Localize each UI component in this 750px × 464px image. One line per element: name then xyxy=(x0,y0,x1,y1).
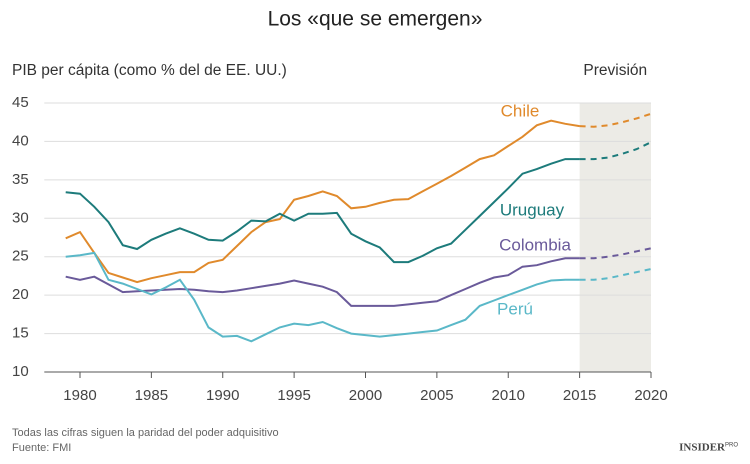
series-line-forecast xyxy=(579,112,652,128)
brand-tag: PRO xyxy=(725,443,738,449)
x-tick-label: 1985 xyxy=(135,387,168,404)
x-tick-label: 2015 xyxy=(563,387,596,404)
x-tick-label: 2020 xyxy=(634,387,667,404)
y-axis-label: PIB per cápita (como % del de EE. UU.) xyxy=(12,62,287,79)
x-tick-label: 2005 xyxy=(420,387,453,404)
series-label: Colombia xyxy=(499,235,571,254)
series-label: Chile xyxy=(501,101,540,120)
series-label: Perú xyxy=(497,299,533,318)
series-label: Uruguay xyxy=(500,200,565,219)
series-line-solid xyxy=(65,119,580,284)
forecast-label: Previsión xyxy=(583,62,647,79)
series-line-solid xyxy=(65,257,580,307)
x-tick-label: 2010 xyxy=(492,387,525,404)
y-tick-label: 45 xyxy=(12,94,29,111)
y-tick-label: 35 xyxy=(12,171,29,188)
x-tick-label: 1995 xyxy=(277,387,310,404)
y-tick-label: 25 xyxy=(12,248,29,265)
x-tick-label: 1980 xyxy=(63,387,96,404)
y-tick-label: 15 xyxy=(12,325,29,342)
series-line-solid xyxy=(65,251,580,343)
y-tick-label: 40 xyxy=(12,132,29,149)
series-line-solid xyxy=(65,158,580,264)
y-tick-label: 10 xyxy=(12,363,29,380)
y-tick-label: 20 xyxy=(12,286,29,303)
series-line-forecast xyxy=(579,141,652,161)
y-tick-label: 30 xyxy=(12,209,29,226)
chart-title: Los «que se emergen» xyxy=(268,8,483,31)
note: Todas las cifras siguen la paridad del p… xyxy=(12,427,279,439)
series-line-forecast xyxy=(579,268,652,281)
source: Fuente: FMI xyxy=(12,442,71,454)
x-tick-label: 1990 xyxy=(206,387,239,404)
forecast-region xyxy=(579,103,651,372)
series-line-forecast xyxy=(579,247,652,260)
x-tick-label: 2000 xyxy=(349,387,382,404)
brand: INSIDER xyxy=(679,442,726,454)
